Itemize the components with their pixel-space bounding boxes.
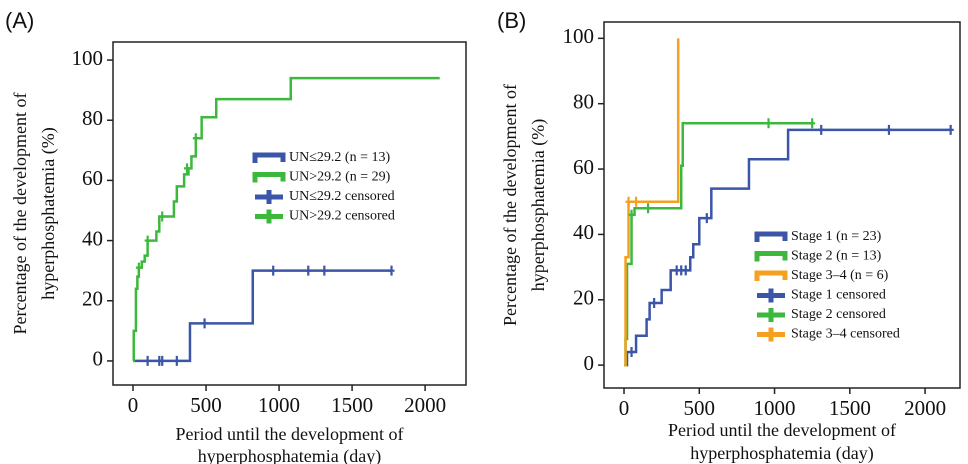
censor-mark [159,355,166,366]
censor-mark [144,355,151,366]
censor-mark [703,213,710,224]
x-tick-label: 1000 [258,393,300,417]
x-tick-label: 1500 [331,393,373,417]
y-tick-label: 40 [573,220,594,244]
censor-mark [628,209,635,220]
y-tick-label: 100 [72,46,104,70]
y-tick-label: 80 [573,90,594,114]
x-tick-label: 0 [128,393,139,417]
y-tick-label: 80 [82,106,103,130]
legend-label: UN≤29.2 censored [289,189,395,204]
x-tick-label: 500 [684,396,716,420]
y-tick-label: 40 [82,226,103,250]
legend-label: UN≤29.2 (n = 13) [289,150,390,165]
x-axis-label: hyperphosphatemia (day) [690,443,873,464]
step-line [624,128,951,367]
legend-swatch [255,209,283,224]
legend-label: Stage 1 (n = 23) [791,229,882,244]
censor-mark [947,124,954,135]
x-axis-label: Period until the development of [668,420,896,440]
censor-mark [818,124,825,135]
x-axis-label: hyperphosphatemia (day) [198,446,381,464]
legend-swatch [754,270,788,281]
step-line [133,269,392,363]
censor-mark [388,265,395,276]
legend-swatch [754,251,788,262]
y-tick-label: 0 [584,351,595,375]
legend-label: Stage 2 (n = 13) [791,249,882,264]
censor-mark [651,298,658,309]
legend-swatch [252,152,286,163]
censor-mark [633,196,640,207]
censor-mark [809,118,816,129]
censor-mark [682,265,689,276]
censor-mark [628,347,635,358]
censor-mark [201,318,208,329]
axes-frame [603,21,961,389]
legend-label: Stage 3–4 censored [791,327,900,342]
step-line [132,76,440,363]
censor-mark [270,265,277,276]
legend-swatch [757,327,785,342]
censor-mark [765,118,772,129]
y-axis-label: Percentage of the development of [10,93,30,335]
legend-swatch [757,308,785,322]
x-tick-label: 0 [619,396,630,420]
y-tick-label: 0 [93,347,104,371]
censor-mark [321,265,328,276]
y-tick-label: 20 [573,286,594,310]
x-tick-label: 500 [190,393,222,417]
y-axis-label: hyperphosphatemia (%) [38,127,59,299]
x-axis-label: Period until the development of [176,424,404,444]
y-tick-label: 60 [82,166,103,190]
censor-mark [173,355,180,366]
y-tick-label: 20 [82,287,103,311]
x-tick-label: 1000 [754,396,796,420]
panel-label: (A) [5,8,34,33]
censor-mark [135,262,142,273]
censor-mark [144,235,151,246]
censor-mark [885,124,892,135]
legend-swatch [252,172,286,183]
legend-label: Stage 1 censored [791,288,886,303]
y-tick-label: 100 [563,24,595,48]
censor-mark [645,203,652,214]
legend-label: UN>29.2 censored [289,209,395,224]
x-tick-label: 2000 [404,393,446,417]
legend-swatch [757,288,785,303]
censor-mark [159,211,166,222]
legend-label: Stage 3–4 (n = 6) [791,268,889,283]
censor-mark [192,133,199,144]
legend-swatch [255,190,283,204]
legend-swatch [754,231,788,242]
censor-mark [184,163,191,174]
x-tick-label: 1500 [829,396,871,420]
legend-label: UN>29.2 (n = 29) [289,170,391,185]
legend-label: Stage 2 censored [791,307,886,322]
step-line [624,38,680,367]
censor-mark [305,265,312,276]
panel-label: (B) [497,8,526,33]
x-tick-label: 2000 [904,396,946,420]
y-axis-label: hyperphosphatemia (%) [528,119,549,291]
censor-mark [625,196,632,207]
y-tick-label: 60 [573,155,594,179]
y-axis-label: Percentage of the development of [500,84,520,326]
axes-frame [112,41,467,386]
